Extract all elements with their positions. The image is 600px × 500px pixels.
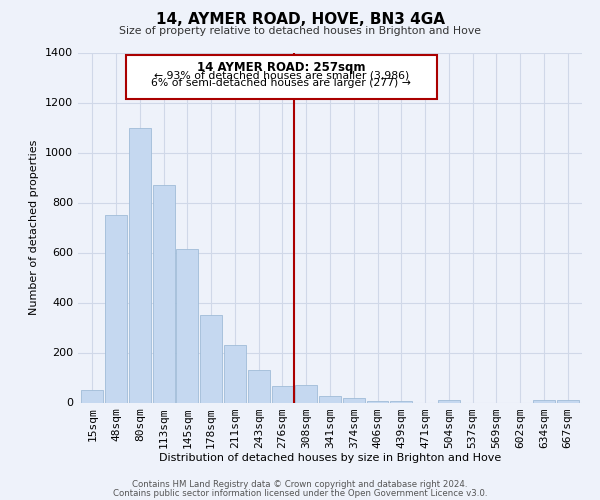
Bar <box>200 315 222 402</box>
Bar <box>248 370 269 402</box>
Bar <box>82 390 103 402</box>
Bar <box>533 400 555 402</box>
Bar <box>152 185 175 402</box>
X-axis label: Distribution of detached houses by size in Brighton and Hove: Distribution of detached houses by size … <box>159 454 501 464</box>
Bar <box>105 215 127 402</box>
Text: 14, AYMER ROAD, HOVE, BN3 4GA: 14, AYMER ROAD, HOVE, BN3 4GA <box>155 12 445 28</box>
Bar <box>557 400 578 402</box>
Bar <box>295 385 317 402</box>
Bar <box>224 345 246 403</box>
Text: Size of property relative to detached houses in Brighton and Hove: Size of property relative to detached ho… <box>119 26 481 36</box>
Text: 14 AYMER ROAD: 257sqm: 14 AYMER ROAD: 257sqm <box>197 60 365 74</box>
Bar <box>438 400 460 402</box>
Bar <box>272 386 293 402</box>
Bar <box>176 248 198 402</box>
Text: Contains HM Land Registry data © Crown copyright and database right 2024.: Contains HM Land Registry data © Crown c… <box>132 480 468 489</box>
Text: Contains public sector information licensed under the Open Government Licence v3: Contains public sector information licen… <box>113 488 487 498</box>
Bar <box>343 398 365 402</box>
Bar <box>367 401 388 402</box>
Text: 6% of semi-detached houses are larger (277) →: 6% of semi-detached houses are larger (2… <box>151 78 411 88</box>
Text: ← 93% of detached houses are smaller (3,986): ← 93% of detached houses are smaller (3,… <box>154 70 409 80</box>
FancyBboxPatch shape <box>125 55 437 99</box>
Bar <box>391 401 412 402</box>
Bar <box>319 396 341 402</box>
Y-axis label: Number of detached properties: Number of detached properties <box>29 140 40 315</box>
Bar <box>129 128 151 402</box>
